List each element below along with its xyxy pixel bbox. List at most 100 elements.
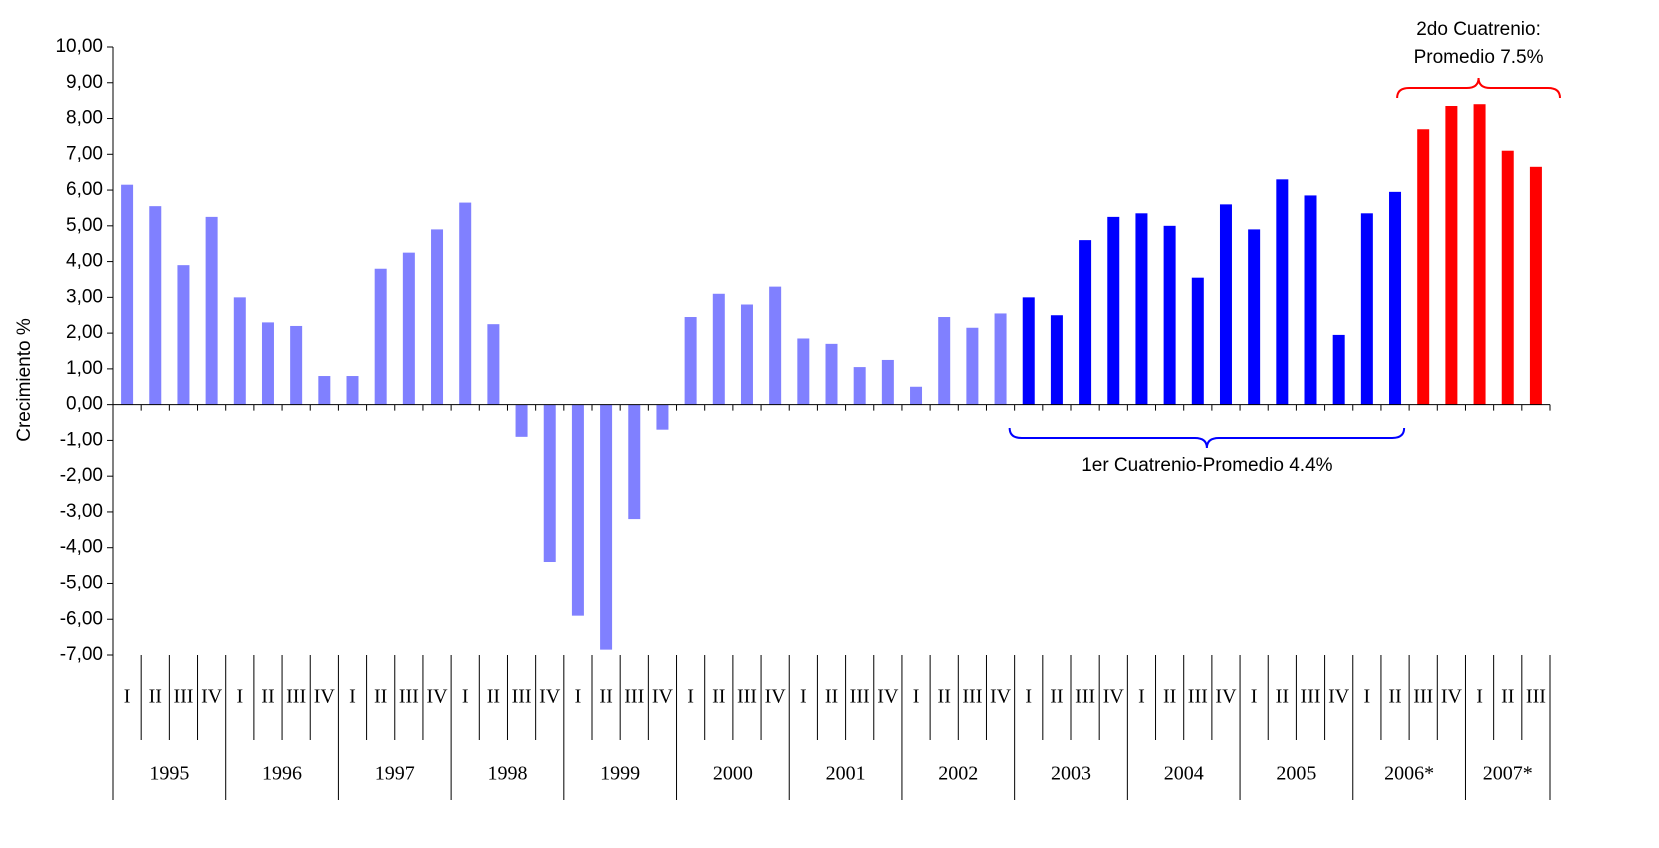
y-tick-label: 9,00 (66, 72, 103, 93)
bar (346, 376, 359, 405)
x-tick-label: I (687, 686, 694, 708)
bar (1248, 229, 1261, 405)
x-tick-label: III (1301, 686, 1321, 708)
x-tick-label: IV (1103, 686, 1125, 708)
x-tick-label: I (800, 686, 807, 708)
y-tick-label: 1,00 (66, 358, 103, 379)
x-tick-label: IV (1215, 686, 1237, 708)
x-tick-label: II (1163, 686, 1176, 708)
x-tick-label: III (737, 686, 757, 708)
x-tick-label: II (261, 686, 274, 708)
x-tick-label: I (1138, 686, 1145, 708)
x-tick-label: III (1526, 686, 1546, 708)
bar (910, 386, 923, 405)
year-label: 1998 (487, 763, 527, 785)
x-tick-label: III (624, 686, 644, 708)
year-label: 2006* (1384, 763, 1434, 785)
bar (1417, 129, 1430, 405)
bar (402, 252, 415, 405)
x-tick-label: IV (990, 686, 1012, 708)
bar (1050, 315, 1063, 405)
bar (628, 404, 641, 520)
year-label: 1997 (375, 763, 415, 785)
bar (600, 404, 613, 650)
x-tick-label: IV (652, 686, 674, 708)
bar (1135, 213, 1148, 405)
x-tick-label: III (399, 686, 419, 708)
x-tick-label: I (1364, 686, 1371, 708)
bar (853, 367, 866, 405)
bar (1304, 195, 1317, 405)
year-label: 1999 (600, 763, 640, 785)
y-tick-label: 6,00 (66, 179, 103, 200)
bar (1445, 106, 1458, 405)
bar (684, 317, 697, 405)
year-label: 2005 (1276, 763, 1316, 785)
x-tick-label: III (1075, 686, 1095, 708)
year-label: 2001 (826, 763, 866, 785)
x-tick-label: III (962, 686, 982, 708)
year-label: 1996 (262, 763, 302, 785)
x-tick-label: I (349, 686, 356, 708)
x-tick-label: I (124, 686, 131, 708)
bar (938, 317, 951, 405)
bar (318, 376, 331, 405)
bar (1191, 277, 1204, 405)
x-tick-label: IV (765, 686, 787, 708)
y-tick-label: -7,00 (60, 644, 103, 665)
x-tick-label: II (1501, 686, 1514, 708)
y-tick-label: 3,00 (66, 286, 103, 307)
y-tick-label: 8,00 (66, 108, 103, 129)
x-tick-label: III (286, 686, 306, 708)
x-tick-label: I (462, 686, 469, 708)
bar (740, 304, 753, 405)
bar (966, 327, 979, 405)
x-tick-label: II (1276, 686, 1289, 708)
y-tick-label: -6,00 (60, 608, 103, 629)
year-label: 2007* (1483, 763, 1533, 785)
bar (797, 338, 810, 405)
annotation: 1er Cuatrenio-Promedio 4.4% (1081, 455, 1332, 476)
year-label: 1995 (149, 763, 189, 785)
bar (261, 322, 274, 405)
y-tick-label: -5,00 (60, 572, 103, 593)
y-tick-label: 10,00 (55, 36, 103, 57)
bar (431, 229, 444, 405)
y-tick-label: -2,00 (60, 465, 103, 486)
x-tick-label: IV (877, 686, 899, 708)
bar (1529, 166, 1542, 405)
bar (656, 404, 669, 430)
x-tick-label: IV (201, 686, 223, 708)
brace (1008, 427, 1406, 449)
bar (233, 297, 246, 405)
year-label: 2000 (713, 763, 753, 785)
bar (1473, 104, 1486, 405)
x-tick-label: I (1251, 686, 1258, 708)
bar (1163, 225, 1176, 405)
y-tick-label: 7,00 (66, 143, 103, 164)
bar (121, 184, 134, 405)
bar (1501, 150, 1514, 405)
x-tick-label: IV (1328, 686, 1350, 708)
x-tick-label: II (374, 686, 387, 708)
x-tick-label: IV (539, 686, 561, 708)
x-tick-label: II (1388, 686, 1401, 708)
y-tick-label: 2,00 (66, 322, 103, 343)
bar (825, 343, 838, 405)
bar (571, 404, 584, 616)
x-tick-label: II (599, 686, 612, 708)
y-tick-label: -1,00 (60, 429, 103, 450)
bar (290, 325, 303, 405)
annotation: Promedio 7.5% (1414, 47, 1544, 68)
bar (1389, 191, 1402, 405)
bar (712, 293, 725, 405)
y-tick-label: 5,00 (66, 215, 103, 236)
year-label: 2004 (1164, 763, 1204, 785)
year-label: 2003 (1051, 763, 1091, 785)
bar (459, 202, 472, 405)
x-tick-label: III (1188, 686, 1208, 708)
x-tick-label: IV (1441, 686, 1463, 708)
bar (515, 404, 528, 437)
x-tick-label: III (850, 686, 870, 708)
